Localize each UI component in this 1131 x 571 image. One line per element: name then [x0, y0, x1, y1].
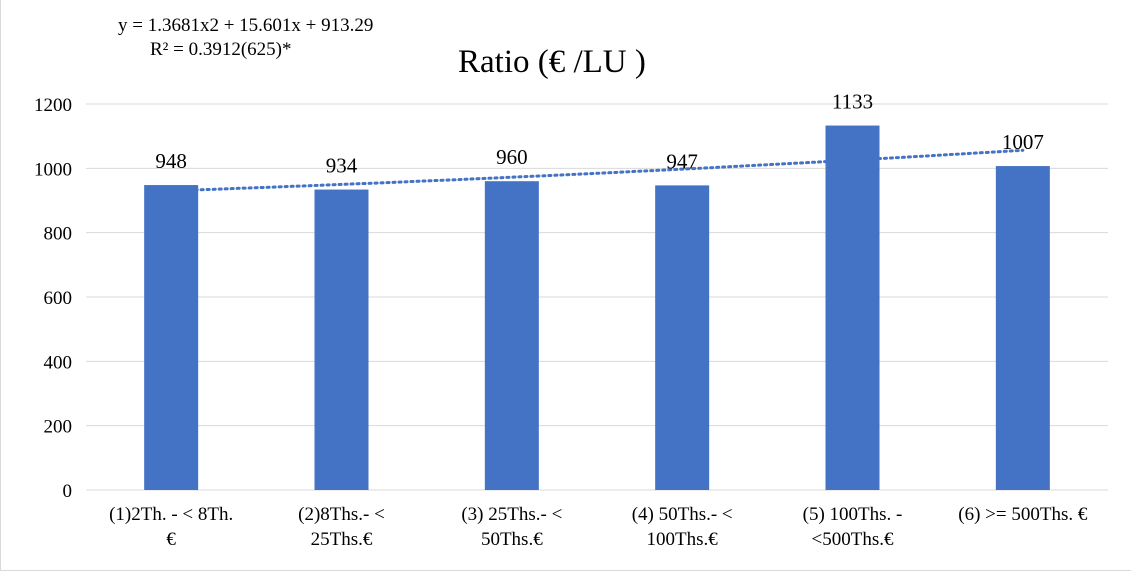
x-category-label: (2)8Ths.- <	[298, 504, 385, 525]
bar	[995, 166, 1050, 490]
x-category-label: 50Ths.€	[481, 529, 543, 550]
x-category-label: (4) 50Ths.- <	[632, 504, 733, 525]
data-label: 1133	[832, 90, 873, 114]
y-axis-ticks: 0 200 400 600 800 1000 1200	[34, 95, 72, 502]
bar	[314, 189, 369, 490]
bar	[825, 125, 880, 490]
x-category-label: (5) 100Ths. -	[803, 504, 903, 525]
chart-title: Ratio (€ /LU )	[458, 44, 646, 80]
bars	[144, 125, 1050, 491]
x-category-label: <500Ths.€	[812, 529, 894, 550]
bar	[144, 185, 199, 490]
data-label: 947	[666, 149, 698, 173]
y-tick-label: 200	[44, 417, 73, 438]
trendline-curve	[169, 148, 1025, 193]
trendline-equation: y = 1.3681x2 + 15.601x + 913.29	[118, 15, 374, 36]
y-tick-label: 800	[44, 224, 73, 245]
x-category-label: 100Ths.€	[647, 529, 719, 550]
x-category-label: (6) >= 500Ths. €	[958, 504, 1088, 525]
gridlines	[86, 103, 1108, 491]
x-category-label: 25Ths.€	[311, 529, 373, 550]
data-label: 960	[496, 145, 528, 169]
data-label: 948	[155, 149, 187, 173]
y-tick-label: 1200	[34, 95, 72, 116]
data-label: 934	[326, 154, 358, 178]
y-tick-label: 1000	[34, 159, 72, 180]
data-labels: 948 934 960 947 1133 1007	[155, 90, 1043, 178]
x-category-label: (1)2Th. - < 8Th.	[109, 504, 233, 525]
x-category-label: €	[166, 529, 176, 550]
data-label: 1007	[1002, 130, 1044, 154]
x-category-label: (3) 25Ths.- <	[461, 504, 562, 525]
x-axis-categories: (1)2Th. - < 8Th. € (2)8Ths.- < 25Ths.€ (3) 2…	[109, 504, 1088, 550]
trendline	[169, 148, 1025, 193]
y-tick-label: 400	[44, 352, 73, 373]
y-tick-label: 0	[63, 481, 73, 502]
trendline-r-squared: R² = 0.3912(625)*	[150, 39, 292, 60]
y-tick-label: 600	[44, 288, 73, 309]
bar	[484, 181, 539, 490]
bar	[655, 185, 710, 491]
